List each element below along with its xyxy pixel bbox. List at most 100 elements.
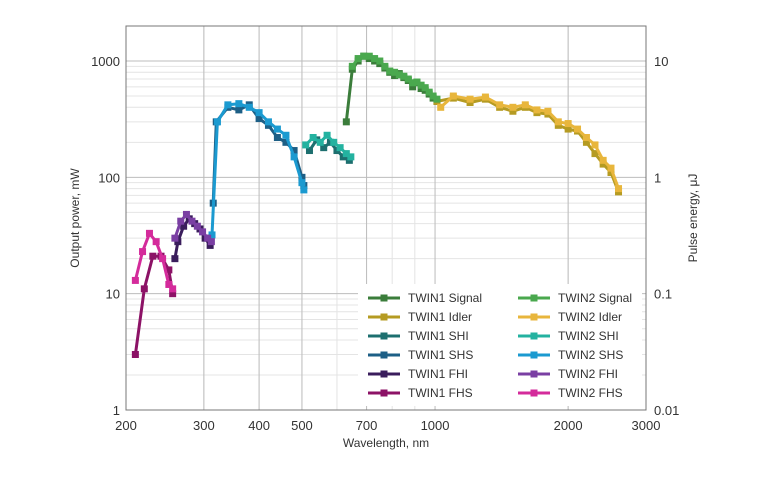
data-point [404, 75, 412, 83]
legend-item: TWIN1 FHS [368, 386, 473, 400]
legend-item: TWIN2 FHS [518, 386, 623, 400]
x-tick-label: 400 [248, 418, 270, 433]
legend-swatch-marker [530, 313, 538, 321]
data-point [180, 222, 188, 230]
data-point [309, 134, 317, 142]
data-point [300, 186, 308, 194]
y2-tick-label: 0.01 [654, 403, 679, 418]
data-point [193, 222, 201, 230]
data-point [409, 79, 417, 87]
data-point [323, 131, 331, 139]
legend-label: TWIN2 Signal [558, 291, 632, 305]
y2-axis-title: Pulse energy, μJ [686, 174, 700, 263]
series-twin2-idler [437, 92, 623, 193]
data-point [169, 285, 177, 293]
data-point [298, 173, 306, 181]
legend-swatch-marker [380, 389, 388, 397]
data-point [437, 103, 445, 111]
data-point [282, 131, 290, 139]
legend-item: TWIN1 Idler [368, 310, 472, 324]
data-point [213, 118, 221, 126]
legend-label: TWIN1 FHS [408, 386, 473, 400]
y2-tick-label: 1 [654, 170, 661, 185]
y-tick-label: 1000 [91, 54, 120, 69]
y-tick-label: 100 [98, 170, 120, 185]
data-point [599, 156, 607, 164]
data-point [421, 84, 429, 92]
data-point [235, 100, 243, 108]
data-point [188, 217, 196, 225]
data-point [199, 228, 207, 236]
series-line [210, 102, 306, 235]
legend-swatch-marker [380, 370, 388, 378]
data-point [273, 134, 281, 142]
legend-label: TWIN1 Signal [408, 291, 482, 305]
series-twin2-signal [348, 52, 441, 103]
data-point [400, 72, 408, 80]
legend-label: TWIN2 SHI [558, 329, 619, 343]
data-point [224, 101, 232, 109]
data-point [544, 107, 552, 115]
data-point [433, 95, 441, 103]
legend-swatch-marker [530, 294, 538, 302]
y-tick-label: 10 [106, 287, 120, 302]
legend-swatch-marker [380, 294, 388, 302]
data-point [582, 138, 590, 146]
data-point [554, 118, 562, 126]
data-point [564, 125, 572, 133]
data-point [360, 52, 368, 60]
legend-swatch-marker [380, 332, 388, 340]
data-point [615, 185, 623, 193]
legend-label: TWIN2 SHS [558, 348, 623, 362]
data-point [171, 234, 179, 242]
legend-item: TWIN2 FHI [518, 367, 618, 381]
data-point [290, 153, 298, 161]
legend-label: TWIN1 Idler [408, 310, 472, 324]
data-point [208, 231, 216, 239]
data-point [509, 103, 517, 111]
legend-item: TWIN1 SHI [368, 329, 469, 343]
data-point [169, 290, 177, 298]
plot-frame [125, 25, 647, 411]
data-point [496, 101, 504, 109]
data-point [145, 229, 153, 237]
legend-item: TWIN2 SHI [518, 329, 619, 343]
data-point [171, 255, 179, 263]
data-point [305, 147, 313, 155]
y2-tick-label: 10 [654, 54, 668, 69]
data-point [521, 101, 529, 109]
legend-item: TWIN1 FHI [368, 367, 468, 381]
data-point [131, 276, 139, 284]
x-tick-label: 300 [193, 418, 215, 433]
data-point [395, 71, 403, 79]
legend-item: TWIN1 Signal [368, 291, 482, 305]
data-point [159, 255, 167, 263]
series-twin2-shi [302, 131, 355, 161]
data-point [245, 103, 253, 111]
data-point [481, 93, 489, 101]
x-tick-label: 1000 [421, 418, 450, 433]
data-point [533, 106, 541, 114]
data-point [347, 153, 355, 161]
data-point [320, 144, 328, 152]
data-point [255, 109, 263, 117]
data-point [290, 147, 298, 155]
data-point [371, 55, 379, 63]
legend-item: TWIN2 Idler [518, 310, 622, 324]
data-point [564, 120, 572, 128]
data-point [165, 280, 173, 288]
data-point [302, 141, 310, 149]
legend-swatch-marker [530, 351, 538, 359]
data-point [131, 350, 139, 358]
data-point [140, 285, 148, 293]
data-point [381, 62, 389, 70]
y2-tick-label: 0.1 [654, 287, 672, 302]
data-point [365, 52, 373, 60]
data-point [206, 241, 214, 249]
data-point [273, 125, 281, 133]
legend-swatch-marker [380, 313, 388, 321]
data-point [409, 83, 417, 91]
legend-label: TWIN2 FHI [558, 367, 618, 381]
series-twin2-shs [208, 100, 308, 239]
